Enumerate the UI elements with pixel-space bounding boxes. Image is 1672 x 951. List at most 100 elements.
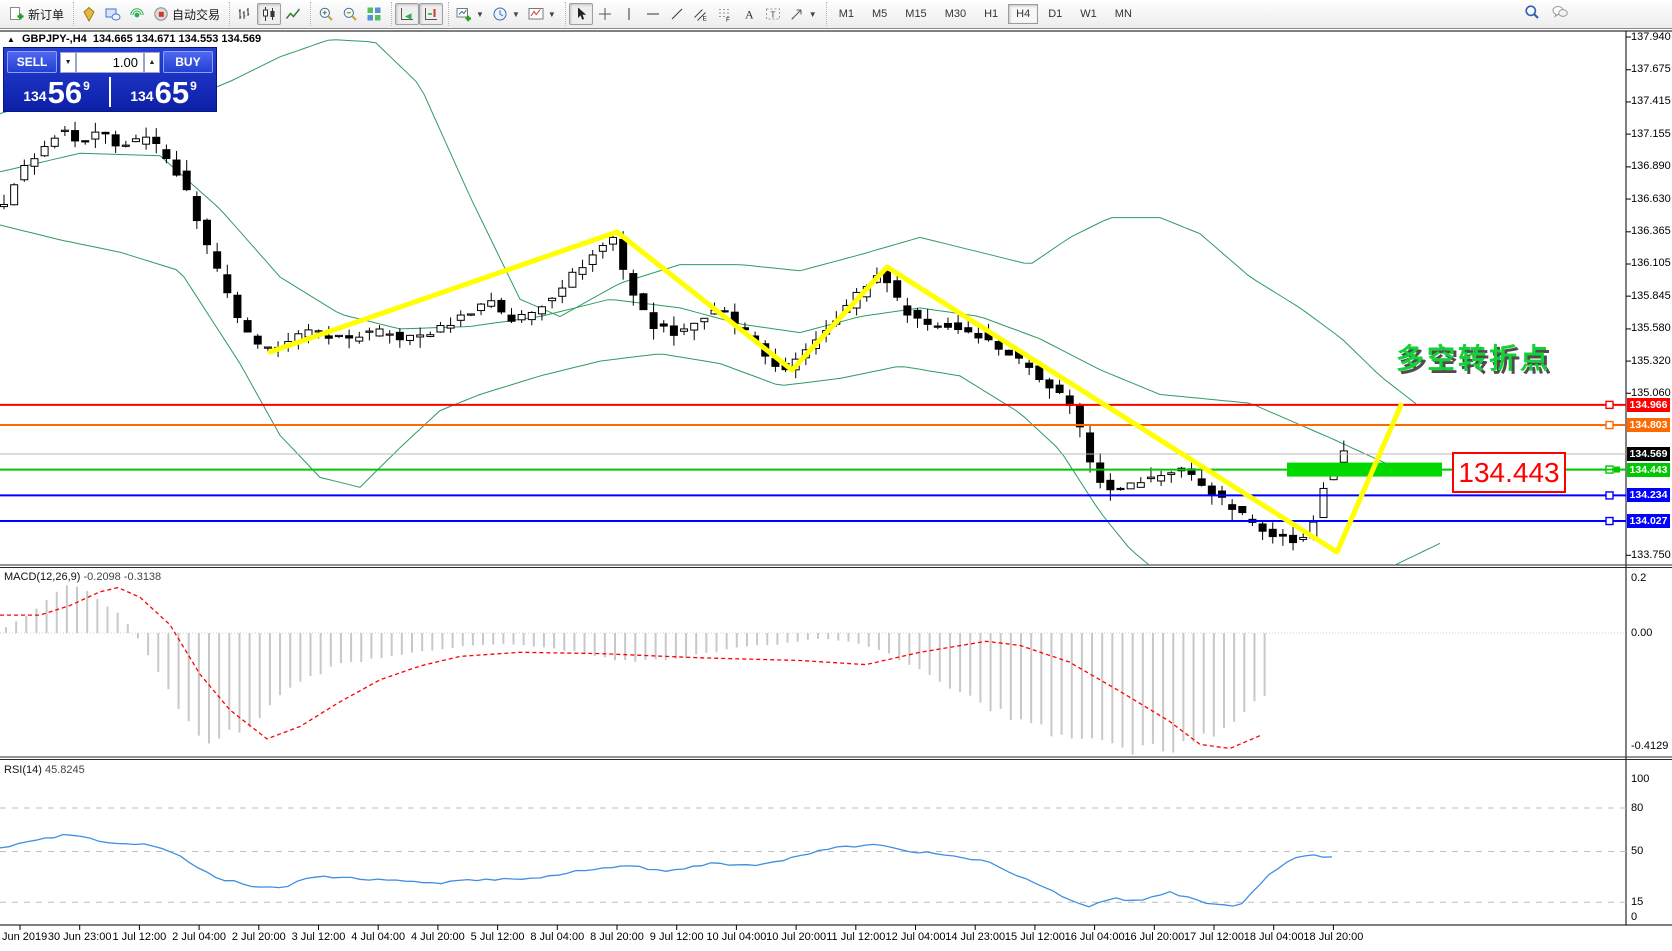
resistance-line-2-handle[interactable] xyxy=(1605,420,1614,430)
date-axis-label[interactable]: 8 Jul 20:00 xyxy=(590,931,644,943)
chart-shift-button[interactable] xyxy=(419,3,444,25)
date-axis-label[interactable]: 16 Jul 04:00 xyxy=(1064,931,1125,943)
new-order-button[interactable]: 新订单 xyxy=(5,3,68,26)
channel-tool-button[interactable]: E xyxy=(689,3,713,25)
date-axis-label[interactable]: 8 Jul 04:00 xyxy=(530,931,585,943)
zigzag-trendlines[interactable] xyxy=(267,229,1404,555)
zoom-out-button[interactable] xyxy=(338,3,362,25)
chat-icon[interactable] xyxy=(1552,4,1568,25)
price-tag-134.569[interactable]: 134.569 xyxy=(1627,446,1670,461)
date-axis-label[interactable]: 12 Jul 04:00 xyxy=(885,931,946,943)
timeframe-m5-button[interactable]: M5 xyxy=(872,8,888,20)
price-axis-label[interactable]: 137.155 xyxy=(1631,127,1671,140)
date-axis-label[interactable]: 2 Jul 20:00 xyxy=(231,931,286,943)
levelbox-connector-handle[interactable] xyxy=(1614,466,1620,473)
horizontal-line-tool-button[interactable] xyxy=(641,3,665,25)
timeframe-mn-button[interactable]: MN xyxy=(1114,8,1132,20)
date-axis-label[interactable]: 4 Jul 20:00 xyxy=(410,931,465,943)
new-chart-button[interactable]: ▼ xyxy=(452,3,488,25)
support-line-1-handle[interactable] xyxy=(1605,491,1614,500)
date-axis-label[interactable]: 1 Jul 12:00 xyxy=(112,931,167,943)
price-level-box[interactable]: 134.443 xyxy=(1452,452,1566,493)
date-axis-label[interactable]: 16 Jul 20:00 xyxy=(1124,931,1185,943)
autotrade-button[interactable]: 自动交易 xyxy=(149,3,224,26)
macd-axis-label[interactable]: 0.00 xyxy=(1631,626,1653,639)
timeframe-m15-button[interactable]: M15 xyxy=(905,8,927,20)
market-button[interactable] xyxy=(77,3,101,25)
price-tag-134.803[interactable]: 134.803 xyxy=(1627,418,1670,433)
support-line-2-handle[interactable] xyxy=(1605,516,1614,526)
price-axis-label[interactable]: 136.365 xyxy=(1631,225,1671,238)
macd-axis-label[interactable]: -0.4129 xyxy=(1631,740,1669,753)
tile-windows-button[interactable] xyxy=(362,3,386,25)
date-axis-label[interactable]: 4 Jul 04:00 xyxy=(351,931,406,943)
trendline-tool-button[interactable] xyxy=(665,3,689,25)
terminal-button[interactable] xyxy=(101,3,125,25)
date-axis-label[interactable]: 3 Jul 12:00 xyxy=(291,931,346,943)
date-axis-label[interactable]: 10 Jul 20:00 xyxy=(766,931,827,943)
price-axis-label[interactable]: 137.675 xyxy=(1631,63,1671,76)
rsi-axis-label[interactable]: 0 xyxy=(1631,910,1638,923)
cursor-tool-button[interactable] xyxy=(568,3,593,25)
pivot-highlight-bar[interactable] xyxy=(1287,462,1442,477)
bar-chart-button[interactable] xyxy=(233,3,257,25)
rsi-axis-label[interactable]: 80 xyxy=(1631,801,1644,814)
date-axis-label[interactable]: 14 Jul 23:00 xyxy=(945,931,1006,943)
zoom-in-button[interactable] xyxy=(314,3,338,25)
price-axis-label[interactable]: 135.320 xyxy=(1631,354,1671,367)
rsi-axis-label[interactable]: 100 xyxy=(1631,772,1650,785)
timeframe-w1-button[interactable]: W1 xyxy=(1080,8,1097,20)
date-axis-label[interactable]: 15 Jul 12:00 xyxy=(1004,931,1065,943)
date-axis-label[interactable]: 2 Jul 04:00 xyxy=(172,931,227,943)
arrows-tool-button[interactable]: ▼ xyxy=(785,3,821,25)
volume-decrease-button[interactable]: ▼ xyxy=(60,51,76,73)
price-axis-label[interactable]: 133.750 xyxy=(1631,548,1671,561)
search-icon[interactable] xyxy=(1524,4,1540,25)
date-axis-label[interactable]: 18 Jul 04:00 xyxy=(1243,931,1304,943)
price-axis-label[interactable]: 136.890 xyxy=(1631,160,1671,173)
line-chart-button[interactable] xyxy=(281,3,305,25)
timeframe-h4-button[interactable]: H4 xyxy=(1008,4,1039,24)
timeframe-h1-button[interactable]: H1 xyxy=(984,8,999,20)
templates-button[interactable]: ▼ xyxy=(524,3,560,25)
price-tag-134.027[interactable]: 134.027 xyxy=(1627,514,1670,529)
buy-price-button[interactable]: 134 65 9 xyxy=(111,75,216,109)
fibonacci-tool-button[interactable]: F xyxy=(713,3,737,25)
date-axis-label[interactable]: 8 Jun 2019 xyxy=(0,931,48,943)
price-tag-134.443[interactable]: 134.443 xyxy=(1627,462,1670,477)
date-axis-label[interactable]: 18 Jul 20:00 xyxy=(1303,931,1364,943)
price-axis-label[interactable]: 136.630 xyxy=(1631,192,1671,205)
date-axis-label[interactable]: 11 Jul 12:00 xyxy=(826,931,886,943)
date-axis-label[interactable]: 5 Jul 12:00 xyxy=(470,931,525,943)
text-tool-button[interactable]: A xyxy=(737,3,761,25)
price-tag-134.966[interactable]: 134.966 xyxy=(1627,397,1670,412)
label-tool-button[interactable]: T xyxy=(761,3,785,25)
sell-button[interactable]: SELL xyxy=(7,51,58,73)
date-axis-label[interactable]: 9 Jul 12:00 xyxy=(649,931,704,943)
main-chart-pane[interactable] xyxy=(0,39,1441,596)
timeframe-m1-button[interactable]: M1 xyxy=(838,8,854,20)
price-axis-label[interactable]: 135.845 xyxy=(1631,289,1671,302)
timeframe-d1-button[interactable]: D1 xyxy=(1048,8,1063,20)
price-axis-label[interactable]: 135.060 xyxy=(1631,386,1671,399)
crosshair-tool-button[interactable] xyxy=(593,3,617,25)
periods-button[interactable]: ▼ xyxy=(488,3,524,25)
volume-increase-button[interactable]: ▲ xyxy=(144,51,160,73)
resistance-line-1-handle[interactable] xyxy=(1605,400,1614,410)
rsi-axis-label[interactable]: 15 xyxy=(1631,895,1644,908)
price-axis-label[interactable]: 135.580 xyxy=(1631,322,1671,335)
price-axis-label[interactable]: 137.940 xyxy=(1631,30,1671,43)
auto-scroll-button[interactable] xyxy=(395,3,420,25)
collapse-panel-icon[interactable]: ▲ xyxy=(7,35,15,44)
timeframe-m30-button[interactable]: M30 xyxy=(944,8,967,20)
date-axis-label[interactable]: 17 Jul 12:00 xyxy=(1184,931,1244,943)
price-tag-134.234[interactable]: 134.234 xyxy=(1627,488,1670,503)
candle-chart-button[interactable] xyxy=(257,3,282,25)
vertical-line-tool-button[interactable] xyxy=(617,3,641,25)
signals-button[interactable] xyxy=(125,3,149,25)
turning-point-annotation[interactable]: 多空转折点 xyxy=(1396,343,1552,374)
buy-button[interactable]: BUY xyxy=(162,51,213,73)
price-axis-label[interactable]: 137.415 xyxy=(1631,95,1671,108)
sell-price-button[interactable]: 134 56 9 xyxy=(4,75,109,109)
